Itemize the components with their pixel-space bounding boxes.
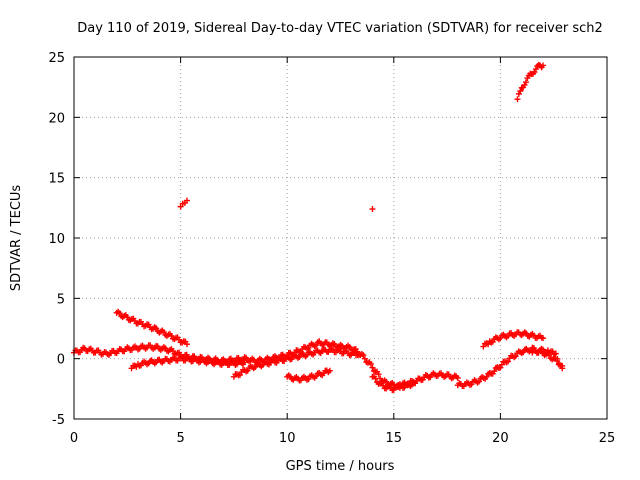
data-point xyxy=(476,378,483,385)
series-arc-lower-a xyxy=(128,353,248,372)
series-arc-short-dip xyxy=(284,367,333,384)
data-point xyxy=(375,371,382,378)
y-tick-label: 20 xyxy=(48,111,65,126)
data-point xyxy=(454,374,461,381)
axis-ticks: 0 5 10 15 20 25 -5 0 5 10 15 20 25 xyxy=(48,51,615,446)
series-arc-isolated-13 xyxy=(177,197,190,210)
y-tick-label: 25 xyxy=(48,51,65,66)
data-point xyxy=(491,368,498,375)
data-point xyxy=(183,197,190,204)
data-point xyxy=(367,360,374,367)
y-tick-label: -5 xyxy=(52,413,65,428)
y-tick-label: 15 xyxy=(48,172,65,187)
series-outlier xyxy=(369,206,376,213)
data-point xyxy=(241,359,248,366)
x-tick-label: 0 xyxy=(70,431,78,446)
data-point xyxy=(559,365,566,372)
x-tick-label: 20 xyxy=(492,431,509,446)
x-axis-label: GPS time / hours xyxy=(286,459,395,474)
data-point xyxy=(361,355,368,362)
y-tick-label: 10 xyxy=(48,232,65,247)
series-arc-high xyxy=(514,61,547,103)
data-point xyxy=(517,88,524,95)
series-arc-tail xyxy=(529,345,566,372)
data-point xyxy=(512,353,519,360)
data-point xyxy=(554,355,561,362)
grid-lines xyxy=(74,57,607,419)
data-point xyxy=(183,341,190,348)
series-arc-lower-b xyxy=(230,345,361,380)
x-tick-label: 15 xyxy=(386,431,403,446)
data-point xyxy=(552,350,559,357)
x-tick-label: 10 xyxy=(279,431,296,446)
y-tick-label: 0 xyxy=(57,353,65,368)
y-tick-label: 5 xyxy=(57,292,65,307)
data-point xyxy=(354,352,361,359)
plot-frame xyxy=(73,56,608,420)
data-point xyxy=(369,206,376,213)
data-point xyxy=(483,373,490,380)
data-point xyxy=(360,352,367,359)
data-point xyxy=(540,335,547,342)
data-point xyxy=(485,341,492,348)
data-points xyxy=(71,61,566,394)
data-point xyxy=(540,62,547,69)
x-tick-label: 5 xyxy=(176,431,184,446)
chart-title: Day 110 of 2019, Sidereal Day-to-day VTE… xyxy=(77,21,603,36)
x-tick-label: 25 xyxy=(599,431,616,446)
series-arc-bump xyxy=(480,329,547,350)
series-arc-upper-decline xyxy=(113,308,190,348)
data-point xyxy=(505,358,512,365)
data-point xyxy=(372,375,379,382)
data-point xyxy=(522,79,529,86)
y-axis-label: SDTVAR / TECUs xyxy=(9,185,24,292)
series-arc-mid-dip xyxy=(369,370,461,394)
data-point xyxy=(326,367,333,374)
data-point xyxy=(514,96,521,103)
data-point xyxy=(369,364,376,371)
